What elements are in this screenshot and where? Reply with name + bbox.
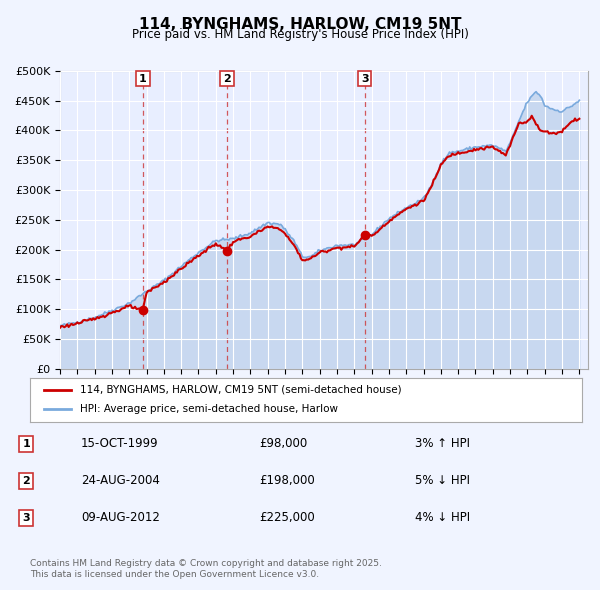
Text: HPI: Average price, semi-detached house, Harlow: HPI: Average price, semi-detached house,… [80, 405, 338, 414]
Text: 114, BYNGHAMS, HARLOW, CM19 5NT: 114, BYNGHAMS, HARLOW, CM19 5NT [139, 17, 461, 31]
Text: £225,000: £225,000 [260, 512, 316, 525]
Text: £198,000: £198,000 [260, 474, 316, 487]
Text: Price paid vs. HM Land Registry's House Price Index (HPI): Price paid vs. HM Land Registry's House … [131, 28, 469, 41]
Text: 4% ↓ HPI: 4% ↓ HPI [415, 512, 470, 525]
Text: Contains HM Land Registry data © Crown copyright and database right 2025.
This d: Contains HM Land Registry data © Crown c… [30, 559, 382, 579]
Text: 114, BYNGHAMS, HARLOW, CM19 5NT (semi-detached house): 114, BYNGHAMS, HARLOW, CM19 5NT (semi-de… [80, 385, 401, 395]
Text: 3: 3 [23, 513, 30, 523]
Text: 1: 1 [139, 74, 147, 84]
Text: 5% ↓ HPI: 5% ↓ HPI [415, 474, 470, 487]
Text: 09-AUG-2012: 09-AUG-2012 [81, 512, 160, 525]
Text: 1: 1 [23, 439, 30, 449]
Text: 2: 2 [23, 476, 30, 486]
Text: 15-OCT-1999: 15-OCT-1999 [81, 437, 159, 450]
Text: £98,000: £98,000 [260, 437, 308, 450]
Text: 2: 2 [223, 74, 231, 84]
Text: 3: 3 [361, 74, 368, 84]
Text: 3% ↑ HPI: 3% ↑ HPI [415, 437, 470, 450]
Text: 24-AUG-2004: 24-AUG-2004 [81, 474, 160, 487]
